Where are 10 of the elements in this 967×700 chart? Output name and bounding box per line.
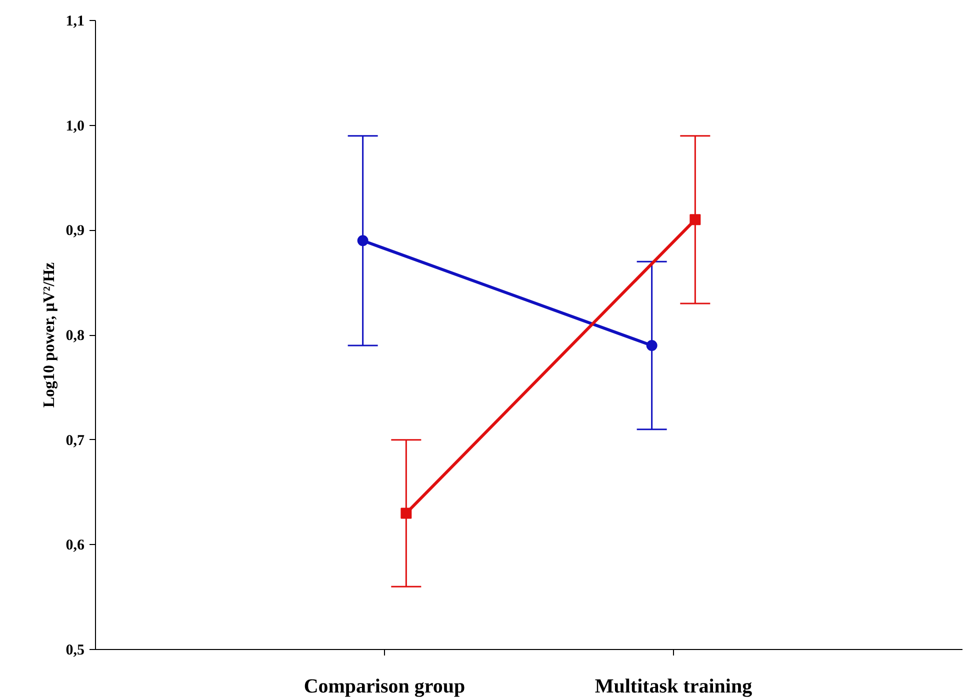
y-tick-label: 0,7 bbox=[66, 432, 85, 449]
x-tick-label: Comparison group bbox=[304, 676, 466, 698]
y-tick-label: 0,5 bbox=[66, 642, 84, 658]
y-tick-label: 1,0 bbox=[66, 118, 84, 134]
y-tick-label: 0,8 bbox=[66, 328, 84, 344]
y-tick-label: 1,1 bbox=[66, 14, 84, 30]
y-tick-label: 0,9 bbox=[66, 223, 84, 240]
x-tick-label: Multitask training bbox=[594, 676, 752, 698]
y-tick-label: 0,6 bbox=[66, 538, 85, 554]
y-axis-title: Log10 power, μV²/Hz bbox=[40, 262, 58, 408]
